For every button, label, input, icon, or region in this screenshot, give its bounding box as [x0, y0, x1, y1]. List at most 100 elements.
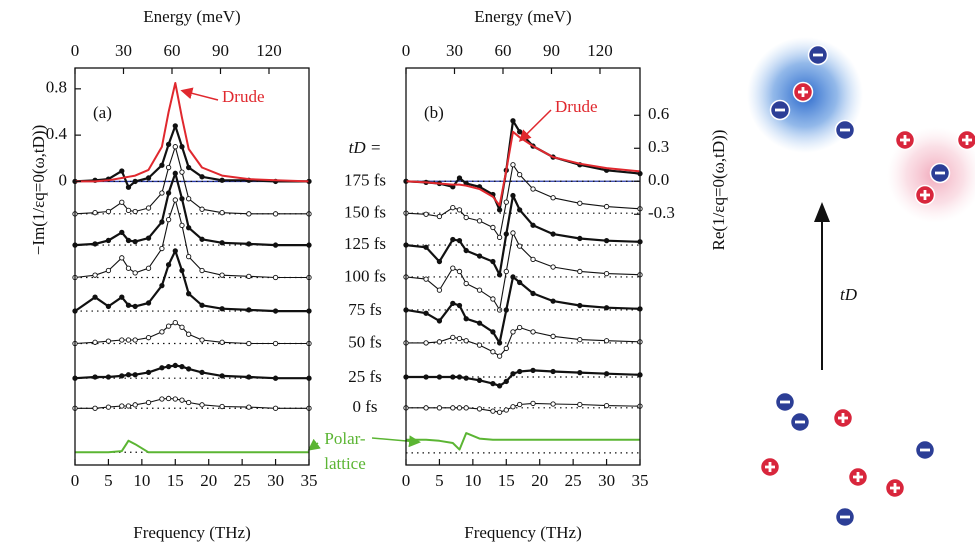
- sign-bar: [775, 108, 785, 112]
- data-point: [423, 276, 429, 282]
- sign-bar: [795, 420, 805, 424]
- data-point: [105, 374, 112, 380]
- data-point: [450, 236, 456, 243]
- data-point: [436, 374, 443, 380]
- data-point: [159, 396, 165, 402]
- data-point: [496, 353, 503, 359]
- x-tick-label: 5: [435, 471, 444, 490]
- data-point: [476, 342, 483, 348]
- x-tick-label: 5: [104, 471, 113, 490]
- data-point: [577, 369, 583, 376]
- x2-tick-label: 60: [494, 41, 511, 60]
- data-point: [476, 253, 483, 259]
- x-tick-label: 35: [632, 471, 649, 490]
- data-point: [219, 272, 225, 278]
- data-point: [577, 200, 583, 206]
- data-point: [172, 362, 178, 369]
- sign-bar: [923, 190, 927, 200]
- x-tick-label: 25: [565, 471, 582, 490]
- data-point: [92, 339, 98, 345]
- data-point: [436, 405, 443, 411]
- delay-label: 100 fs: [344, 266, 386, 285]
- x2-axis-title: Energy (meV): [474, 7, 571, 26]
- data-point: [172, 197, 178, 203]
- data-point: [132, 208, 138, 215]
- data-point: [186, 291, 192, 297]
- data-point: [463, 214, 469, 221]
- data-point: [550, 231, 556, 237]
- data-point: [145, 235, 152, 241]
- data-point: [510, 162, 516, 168]
- data-point: [510, 274, 516, 280]
- data-point: [165, 216, 172, 223]
- data-point: [550, 401, 556, 407]
- data-point: [450, 300, 456, 306]
- data-point: [145, 335, 152, 341]
- data-point: [199, 402, 205, 408]
- data-point: [119, 373, 125, 379]
- data-point: [219, 339, 225, 345]
- y-tick-label: 0.8: [46, 78, 67, 97]
- data-point: [159, 162, 165, 168]
- data-point: [119, 337, 125, 343]
- data-point: [125, 302, 132, 308]
- data-point: [172, 144, 178, 150]
- data-point: [159, 329, 165, 335]
- sign-bar: [935, 171, 945, 175]
- data-point: [105, 303, 112, 310]
- data-point: [490, 258, 496, 265]
- data-point: [510, 118, 516, 124]
- data-point: [199, 369, 205, 376]
- trace: [405, 119, 641, 211]
- polar-label: lattice: [324, 454, 366, 473]
- data-point: [436, 318, 443, 324]
- delay-label: 0 fs: [352, 397, 377, 416]
- sign-bar: [965, 135, 969, 145]
- data-point: [125, 265, 132, 271]
- data-point: [517, 368, 523, 375]
- x2-axis-title: Energy (meV): [143, 7, 240, 26]
- y-tick-label: -0.3: [648, 203, 675, 222]
- data-point: [145, 205, 152, 211]
- data-point: [105, 404, 112, 410]
- y-axis-title: −Im(1/εq=0(ω,tD)): [29, 125, 48, 256]
- data-point: [145, 399, 152, 406]
- x2-tick-label: 120: [587, 41, 613, 60]
- data-point: [179, 324, 185, 330]
- data-point: [119, 294, 125, 300]
- data-point: [496, 383, 503, 389]
- data-point: [172, 396, 178, 402]
- data-point: [517, 243, 523, 249]
- data-point: [145, 265, 152, 271]
- data-point: [503, 345, 509, 352]
- data-point: [530, 329, 536, 335]
- data-point: [165, 164, 172, 171]
- data-point: [456, 268, 463, 275]
- data-point: [450, 405, 456, 411]
- delay-label: 25 fs: [348, 367, 382, 386]
- data-point: [423, 374, 429, 380]
- data-point: [125, 337, 132, 343]
- data-point: [179, 397, 185, 403]
- data-point: [179, 363, 185, 370]
- data-point: [510, 371, 516, 377]
- x-tick-label: 20: [531, 471, 548, 490]
- data-point: [246, 241, 252, 247]
- data-point: [172, 248, 178, 254]
- x-tick-label: 30: [598, 471, 615, 490]
- data-point: [119, 255, 125, 261]
- data-point: [92, 405, 98, 411]
- data-point: [530, 400, 536, 407]
- data-point: [246, 307, 252, 313]
- data-point: [530, 222, 536, 228]
- data-point: [179, 196, 185, 202]
- data-point: [186, 366, 192, 372]
- polar-arrow: [371, 435, 421, 448]
- data-point: [436, 258, 443, 265]
- data-point: [199, 267, 205, 274]
- data-point: [105, 338, 112, 344]
- data-point: [476, 287, 483, 293]
- data-point: [463, 247, 469, 254]
- data-point: [105, 208, 112, 215]
